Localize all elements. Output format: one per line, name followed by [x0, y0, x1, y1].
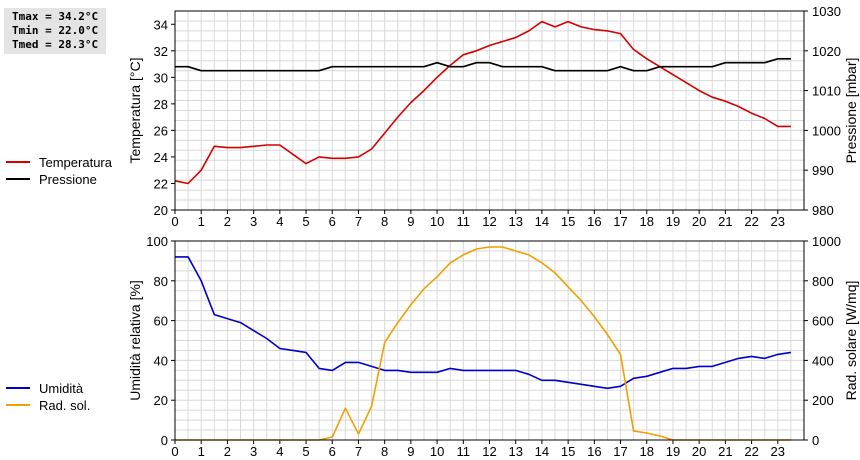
- chart2-y2-tick-label: 200: [812, 393, 834, 408]
- tmin-readout: Tmin = 22.0°C: [12, 24, 99, 37]
- chart2-legend-label-1: Umidità: [39, 381, 84, 396]
- chart2-x-tick-label: 13: [508, 444, 522, 459]
- chart2-x-tick-label: 23: [771, 444, 785, 459]
- chart2-y2-tick-label: 1000: [812, 234, 841, 249]
- chart1-x-tick-label: 23: [771, 214, 785, 229]
- chart2-y2-axis-title: Rad. solare [W/mq]: [843, 281, 859, 401]
- chart1-y-axis-title: Temperatura [°C]: [127, 58, 143, 164]
- chart1-y-tick-label: 26: [154, 123, 168, 138]
- tmax-readout: Tmax = 34.2°C: [12, 10, 99, 23]
- chart1-y2-tick-label: 1030: [812, 4, 841, 19]
- chart2-y-axis-title: Umidità relativa [%]: [127, 280, 143, 401]
- chart1-x-tick-label: 15: [561, 214, 575, 229]
- chart2-x-tick-label: 14: [535, 444, 549, 459]
- chart2-y2-tick-label: 600: [812, 314, 834, 329]
- chart1-x-tick-label: 17: [613, 214, 627, 229]
- chart2-x-tick-label: 15: [561, 444, 575, 459]
- chart1-x-tick-label: 14: [535, 214, 549, 229]
- chart1-x-tick-label: 8: [381, 214, 388, 229]
- chart2-x-tick-label: 6: [329, 444, 336, 459]
- chart2-x-tick-label: 8: [381, 444, 388, 459]
- chart1-y-tick-label: 30: [154, 70, 168, 85]
- chart2-x-tick-label: 20: [692, 444, 706, 459]
- chart2-x-tick-label: 7: [355, 444, 362, 459]
- chart2-x-tick-label: 22: [744, 444, 758, 459]
- chart1-x-tick-label: 10: [430, 214, 444, 229]
- chart1-legend-label-2: Pressione: [39, 172, 97, 187]
- chart2-x-tick-label: 3: [250, 444, 257, 459]
- chart2-x-tick-label: 5: [302, 444, 309, 459]
- chart2-x-tick-label: 10: [430, 444, 444, 459]
- chart1-x-tick-label: 16: [587, 214, 601, 229]
- chart2-x-tick-label: 4: [276, 444, 283, 459]
- chart1-x-tick-label: 9: [407, 214, 414, 229]
- chart1-x-tick-label: 19: [666, 214, 680, 229]
- chart2-y-tick-label: 20: [154, 393, 168, 408]
- chart2-x-tick-label: 0: [171, 444, 178, 459]
- chart1-y2-tick-label: 1020: [812, 44, 841, 59]
- chart2-x-tick-label: 19: [666, 444, 680, 459]
- chart1-legend-label-1: Temperatura: [39, 155, 113, 170]
- chart1-y2-tick-label: 990: [812, 163, 834, 178]
- chart2-y2-tick-label: 0: [812, 433, 819, 448]
- chart2-y2-tick-label: 800: [812, 274, 834, 289]
- chart2-x-tick-label: 16: [587, 444, 601, 459]
- chart1-x-tick-label: 12: [482, 214, 496, 229]
- chart1-y-tick-label: 32: [154, 44, 168, 59]
- chart2-x-tick-label: 17: [613, 444, 627, 459]
- chart2-x-tick-label: 12: [482, 444, 496, 459]
- chart2-frame: [174, 240, 805, 441]
- chart1-frame: [174, 10, 805, 211]
- chart2-y-tick-label: 0: [161, 433, 168, 448]
- chart1-x-tick-label: 0: [171, 214, 178, 229]
- chart1-y-tick-label: 28: [154, 97, 168, 112]
- chart1-y-tick-label: 34: [154, 17, 168, 32]
- chart2-y-tick-label: 60: [154, 314, 168, 329]
- chart2-y-tick-label: 80: [154, 274, 168, 289]
- chart1-y2-tick-label: 1010: [812, 84, 841, 99]
- chart1-x-tick-label: 22: [744, 214, 758, 229]
- chart1-series-1-line: [174, 20, 791, 185]
- chart1-y2-tick-label: 1000: [812, 123, 841, 138]
- chart2-x-tick-label: 9: [407, 444, 414, 459]
- chart1-x-tick-label: 1: [198, 214, 205, 229]
- chart2-x-tick-label: 18: [640, 444, 654, 459]
- chart2-series-1-line: [175, 256, 792, 390]
- chart1-x-tick-label: 5: [302, 214, 309, 229]
- chart1-x-tick-label: 11: [457, 214, 471, 229]
- chart1-series-2-line: [175, 57, 791, 72]
- chart1-y2-tick-label: 980: [812, 203, 834, 218]
- chart1-x-tick-label: 20: [692, 214, 706, 229]
- chart2-y-tick-label: 40: [154, 353, 168, 368]
- chart2-x-tick-label: 21: [718, 444, 732, 459]
- chart1-x-tick-label: 7: [355, 214, 362, 229]
- tmed-readout: Tmed = 28.3°C: [12, 38, 99, 51]
- chart1-y-tick-label: 24: [154, 150, 168, 165]
- chart2-y2-tick-label: 400: [812, 353, 834, 368]
- chart1-x-tick-label: 21: [718, 214, 732, 229]
- chart2-y-tick-label: 100: [146, 234, 168, 249]
- chart1-y-tick-label: 20: [154, 203, 168, 218]
- chart1-x-tick-label: 4: [276, 214, 283, 229]
- stats-box: Tmax = 34.2°C Tmin = 22.0°C Tmed = 28.3°…: [4, 8, 106, 54]
- chart2-legend-label-2: Rad. sol.: [39, 398, 90, 413]
- chart1-x-tick-label: 3: [250, 214, 257, 229]
- chart1-x-tick-label: 6: [329, 214, 336, 229]
- chart2-x-tick-label: 2: [224, 444, 231, 459]
- chart2-x-tick-label: 11: [457, 444, 471, 459]
- chart1-y2-axis-title: Pressione [mbar]: [843, 58, 859, 164]
- chart2-x-tick-label: 1: [198, 444, 205, 459]
- chart1-x-tick-label: 18: [640, 214, 654, 229]
- chart1-x-tick-label: 13: [508, 214, 522, 229]
- chart1-x-tick-label: 2: [224, 214, 231, 229]
- chart1-y-tick-label: 22: [154, 176, 168, 191]
